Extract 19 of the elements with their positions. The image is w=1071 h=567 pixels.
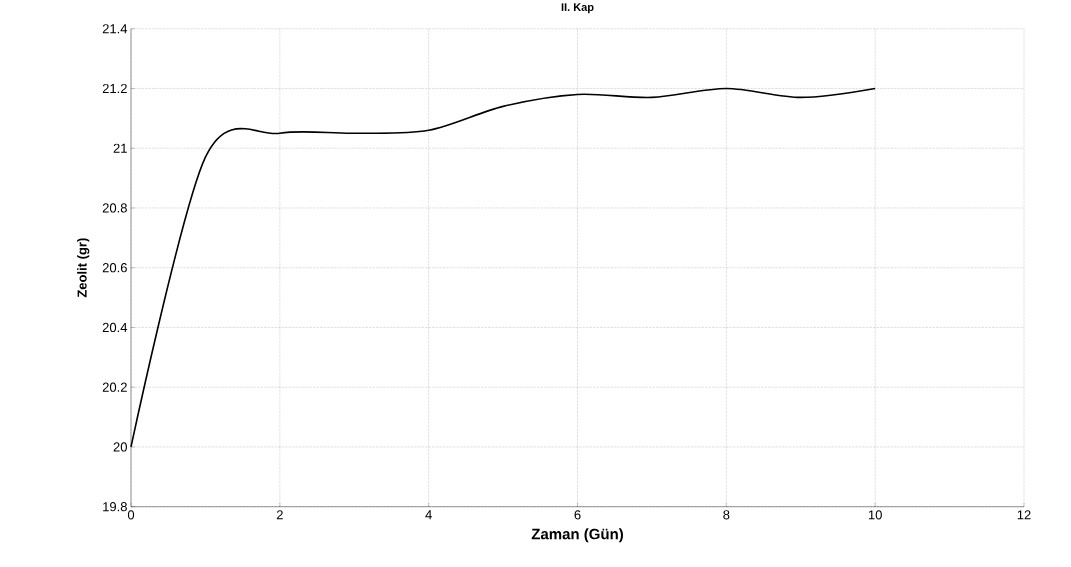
y-tick-label: 20.6 (102, 263, 127, 273)
x-tick-label: 8 (723, 510, 730, 520)
x-tick-label: 4 (425, 510, 432, 520)
y-tick-label: 21.2 (102, 84, 127, 94)
y-tick-label: 21 (113, 143, 127, 153)
y-tick-label: 20.8 (102, 203, 127, 213)
x-axis-title: Zaman (Gün) (531, 528, 623, 543)
y-tick-label: 20 (113, 442, 127, 452)
x-tick-label: 0 (127, 510, 135, 520)
x-tick-label: 12 (1017, 510, 1031, 520)
x-tick-label: 10 (868, 510, 882, 520)
chart-title: II. Kap (561, 3, 594, 14)
y-axis-title: Zeolit (gr) (77, 238, 90, 298)
y-tick-label: 20.4 (102, 322, 128, 333)
y-tick-label: 19.8 (103, 502, 127, 512)
x-tick-label: 2 (276, 510, 283, 520)
y-tick-label: 20.2 (102, 382, 127, 392)
x-tick-label: 6 (574, 510, 581, 520)
y-tick-label: 21.4 (102, 24, 128, 34)
